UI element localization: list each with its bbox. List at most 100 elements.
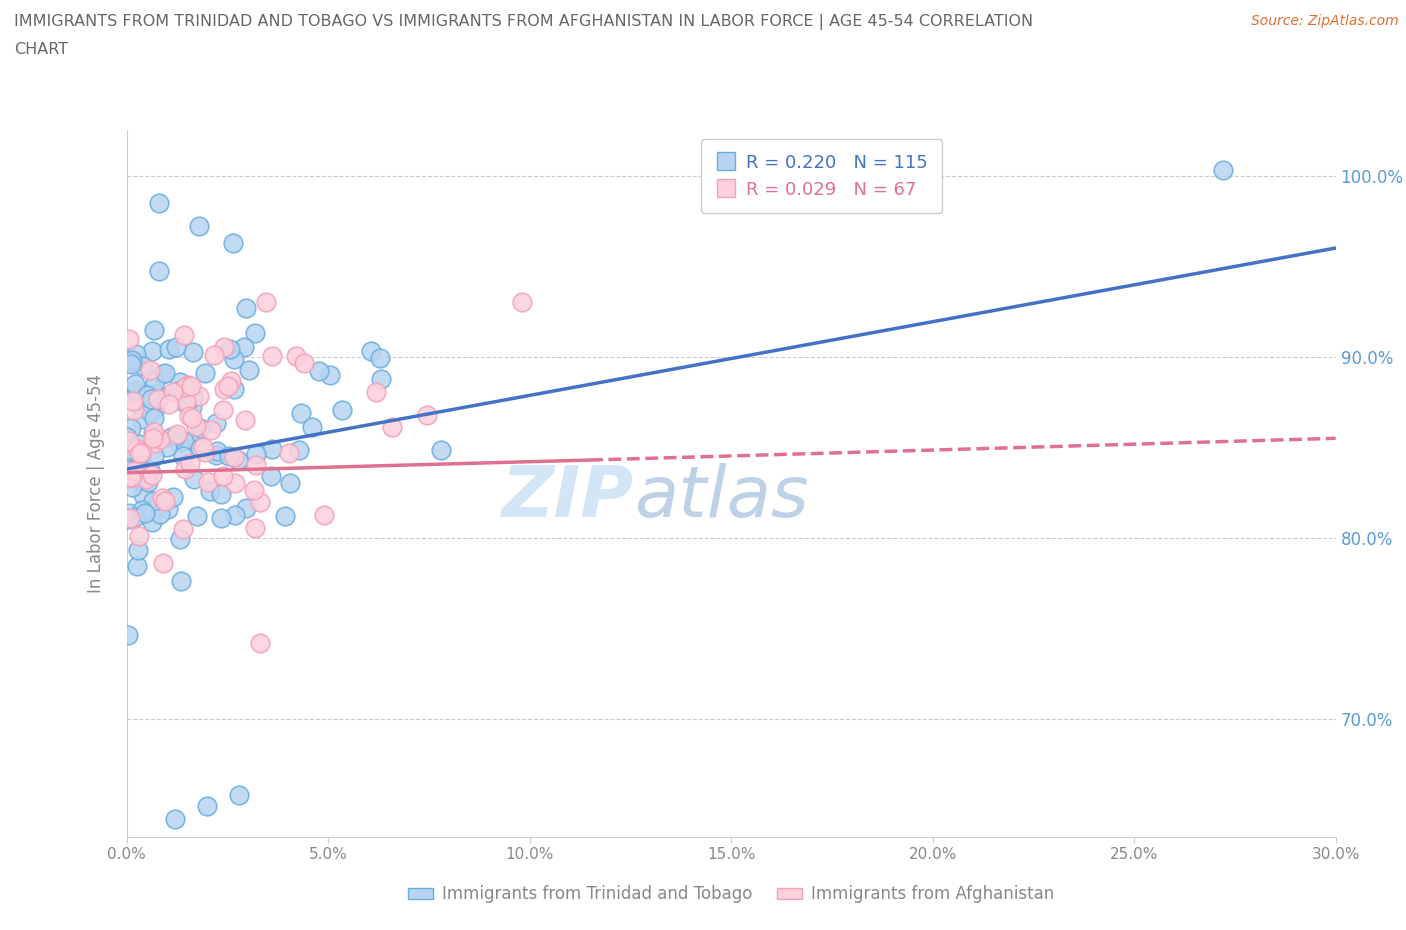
Point <box>380 419 402 434</box>
Point <box>284 349 307 364</box>
Point <box>235 500 257 515</box>
Point <box>254 295 277 310</box>
Point <box>360 344 382 359</box>
Point <box>176 378 198 392</box>
Point <box>183 472 205 486</box>
Point <box>202 348 225 363</box>
Point <box>1212 163 1234 178</box>
Point <box>142 425 165 440</box>
Point <box>131 358 153 373</box>
Point <box>172 522 194 537</box>
Point <box>121 479 143 494</box>
Point <box>139 363 162 378</box>
Point <box>188 219 211 233</box>
Point <box>127 542 149 557</box>
Point <box>169 574 191 589</box>
Point <box>162 384 184 399</box>
Point <box>174 462 197 477</box>
Point <box>129 472 152 486</box>
Point <box>150 366 173 381</box>
Point <box>209 511 232 525</box>
Point <box>167 384 190 399</box>
Point <box>179 408 201 423</box>
Point <box>148 195 170 210</box>
Point <box>235 300 257 315</box>
Point <box>214 381 236 396</box>
Point <box>278 476 301 491</box>
Point <box>120 357 142 372</box>
Point <box>204 416 226 431</box>
Point <box>274 508 297 523</box>
Point <box>188 420 211 435</box>
Point <box>122 391 145 405</box>
Point <box>180 399 202 414</box>
Point <box>224 475 246 490</box>
Point <box>368 351 391 365</box>
Point <box>141 468 163 483</box>
Point <box>169 531 191 546</box>
Point <box>233 340 256 355</box>
Point <box>169 375 191 390</box>
Point <box>142 425 165 440</box>
Point <box>294 355 316 370</box>
Point <box>143 375 166 390</box>
Point <box>129 454 152 469</box>
Point <box>370 371 392 386</box>
Point <box>218 448 240 463</box>
Point <box>180 379 202 393</box>
Point <box>184 432 207 447</box>
Point <box>243 326 266 340</box>
Point <box>159 430 181 445</box>
Y-axis label: In Labor Force | Age 45-54: In Labor Force | Age 45-54 <box>87 374 105 593</box>
Point <box>245 446 267 461</box>
Point <box>124 377 146 392</box>
Point <box>308 364 330 379</box>
Point <box>205 447 228 462</box>
Text: IMMIGRANTS FROM TRINIDAD AND TOBAGO VS IMMIGRANTS FROM AFGHANISTAN IN LABOR FORC: IMMIGRANTS FROM TRINIDAD AND TOBAGO VS I… <box>14 14 1033 30</box>
Point <box>122 393 145 408</box>
Point <box>134 505 156 520</box>
Point <box>180 410 202 425</box>
Point <box>131 487 153 502</box>
Point <box>174 394 197 409</box>
Point <box>152 490 174 505</box>
Point <box>120 462 142 477</box>
Point <box>117 512 139 526</box>
Point <box>209 486 232 501</box>
Point <box>136 388 159 403</box>
Point <box>118 469 141 484</box>
Point <box>152 555 174 570</box>
Point <box>121 352 143 367</box>
Point <box>122 471 145 485</box>
Point <box>228 788 250 803</box>
Point <box>166 427 188 442</box>
Point <box>157 341 180 356</box>
Point <box>290 405 312 420</box>
Point <box>129 411 152 426</box>
Point <box>149 432 172 446</box>
Point <box>260 469 283 484</box>
Point <box>217 379 239 393</box>
Point <box>211 403 233 418</box>
Point <box>430 443 453 458</box>
Point <box>222 352 245 366</box>
Point <box>222 235 245 250</box>
Point <box>181 390 204 405</box>
Point <box>262 349 284 364</box>
Point <box>222 381 245 396</box>
Text: atlas: atlas <box>634 463 808 532</box>
Point <box>129 446 152 461</box>
Point <box>141 392 163 406</box>
Point <box>131 445 153 459</box>
Point <box>124 509 146 524</box>
Point <box>165 429 187 444</box>
Point <box>186 509 208 524</box>
Point <box>131 468 153 483</box>
Point <box>173 433 195 448</box>
Point <box>148 388 170 403</box>
Point <box>156 440 179 455</box>
Point <box>249 495 271 510</box>
Point <box>142 448 165 463</box>
Point <box>233 412 256 427</box>
Point <box>118 462 141 477</box>
